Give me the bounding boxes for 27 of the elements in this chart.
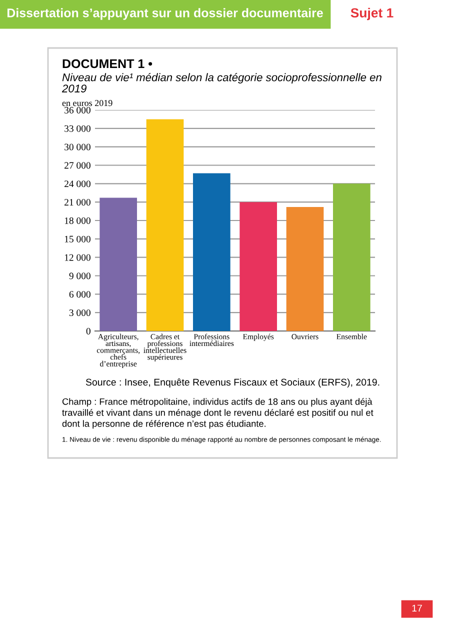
y-axis-title: en euros 2019 bbox=[62, 100, 112, 106]
y-tick-label: 36 000 bbox=[64, 106, 90, 114]
y-tick-label: 33 000 bbox=[64, 125, 90, 132]
y-tick-label: 27 000 bbox=[64, 162, 90, 169]
source-note: Source : Insee, Enquête Revenus Fiscaux et Sociaux (ERFS), 2019. bbox=[86, 378, 380, 388]
text: Dissertation s’appuyant sur un dossier documentaire bbox=[7, 8, 323, 20]
bar bbox=[193, 173, 230, 331]
y-tick-label: 30 000 bbox=[64, 144, 90, 150]
bar bbox=[286, 206, 324, 331]
bar bbox=[100, 198, 137, 331]
bar bbox=[333, 184, 370, 331]
text: 17 bbox=[412, 604, 422, 612]
bar bbox=[240, 202, 277, 331]
chart-title: DOCUMENT 1 • bbox=[62, 59, 152, 68]
text: Sujet 1 bbox=[350, 8, 394, 20]
y-tick-label: 21 000 bbox=[64, 198, 90, 206]
y-tick-label: 15 000 bbox=[64, 236, 90, 242]
y-tick-label: 9 000 bbox=[69, 272, 90, 280]
y-tick-label: 24 000 bbox=[64, 180, 90, 188]
y-tick-label: 3 000 bbox=[69, 309, 90, 316]
y-tick-label: 6 000 bbox=[69, 291, 90, 298]
chart-subtitle: Niveau de vie¹ médian selon la catégorie socioprofessionnelle en 2019 bbox=[62, 73, 382, 92]
y-tick-label: 0 bbox=[86, 328, 90, 334]
text: Champ : France métropolitaine, individus actifs de 18 ans ou plus ayant déjà travaillé et vivant dans un ménage dont le revenu déclaré est positif ou nul et dont la personne de référence n’est pas étudiante. bbox=[62, 398, 374, 429]
bar bbox=[146, 119, 184, 331]
y-tick-label: 12 000 bbox=[64, 254, 90, 261]
y-tick-label: 18 000 bbox=[64, 217, 90, 224]
